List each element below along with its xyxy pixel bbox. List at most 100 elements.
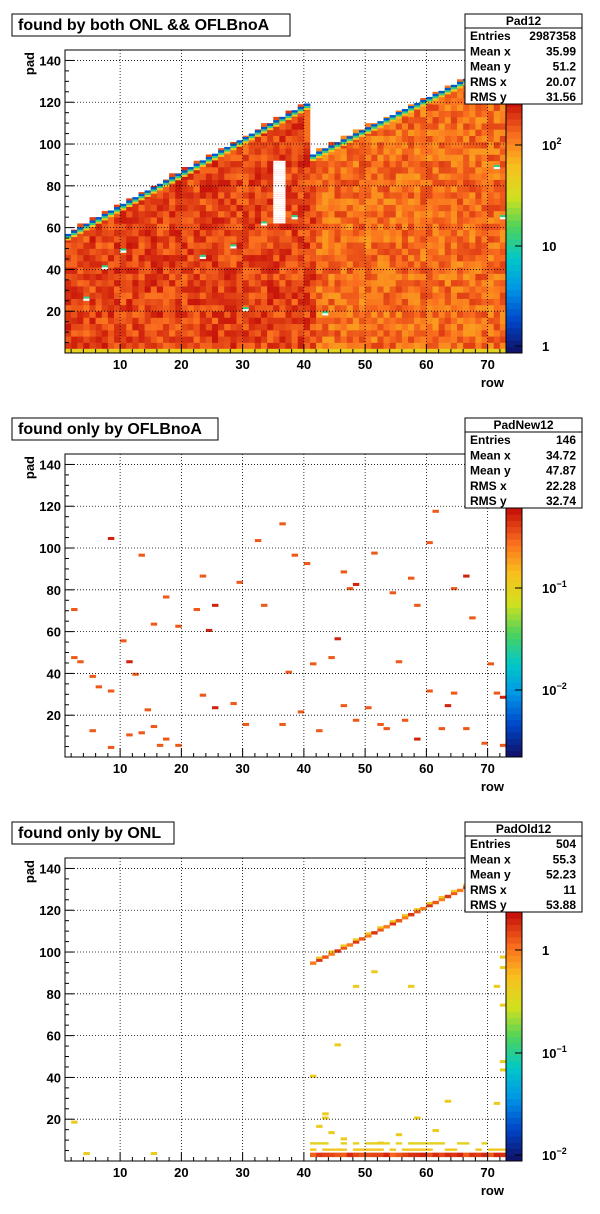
histogram-cell (408, 279, 415, 287)
histogram-cell (205, 342, 213, 350)
histogram-cell (267, 323, 274, 331)
histogram-cell (291, 235, 299, 243)
histogram-cell (169, 330, 176, 337)
histogram-cell (236, 267, 243, 274)
histogram-cell (114, 210, 121, 218)
histogram-cell (156, 348, 164, 354)
histogram-cell (450, 292, 458, 299)
histogram-cell (359, 286, 366, 293)
histogram-cell (65, 279, 72, 287)
histogram-cell (310, 223, 317, 231)
histogram-cell (499, 336, 507, 343)
histogram-cell (187, 254, 194, 262)
histogram-cell (420, 298, 427, 306)
histogram-cell (101, 235, 109, 243)
histogram-cell (481, 235, 488, 243)
histogram-cell (316, 304, 323, 312)
histogram-cell (297, 179, 305, 187)
stats-label: Entries (470, 837, 511, 851)
histogram-cell (383, 141, 390, 149)
histogram-cell (365, 934, 372, 938)
histogram-cell (254, 198, 262, 205)
histogram-cell (95, 286, 103, 293)
histogram-cell (340, 154, 348, 162)
histogram-cell (218, 317, 225, 325)
histogram-cell (481, 192, 488, 199)
histogram-cell (138, 229, 145, 237)
histogram-cell (107, 330, 115, 337)
histogram-cell (499, 116, 507, 124)
histogram-cell (120, 336, 127, 343)
histogram-cell (395, 311, 403, 318)
histogram-cell (310, 158, 317, 162)
histogram-cell (95, 330, 103, 337)
histogram-cell (163, 192, 170, 199)
histogram-cell (212, 273, 219, 281)
histogram-cell (438, 317, 446, 325)
histogram-cell (254, 248, 262, 256)
histogram-cell (469, 248, 476, 256)
histogram-cell (438, 110, 446, 118)
histogram-cell (297, 248, 305, 256)
histogram-cell (328, 149, 335, 152)
histogram-cell (322, 323, 329, 331)
histogram-cell (242, 167, 250, 174)
histogram-cell (426, 210, 433, 218)
histogram-cell (150, 189, 158, 192)
histogram-cell (414, 279, 421, 287)
histogram-cell (267, 261, 274, 268)
histogram-cell (316, 286, 323, 293)
histogram-cell (212, 317, 219, 325)
stats-label: Mean x (470, 448, 511, 462)
histogram-cell (438, 154, 446, 162)
histogram-cell (316, 1152, 323, 1158)
histogram-cell (120, 261, 127, 268)
histogram-cell (291, 112, 299, 115)
histogram-cell (432, 509, 439, 513)
histogram-cell (346, 136, 354, 139)
histogram-cell (426, 541, 433, 545)
histogram-cell (328, 173, 335, 180)
stats-label: Mean x (470, 852, 511, 866)
histogram-cell (365, 160, 372, 168)
histogram-cell (101, 223, 109, 231)
histogram-cell (261, 223, 268, 226)
histogram-cell (156, 192, 164, 199)
histogram-cell (273, 187, 286, 191)
histogram-cell (150, 317, 158, 325)
histogram-cell (248, 348, 256, 354)
histogram-cell (426, 96, 433, 100)
histogram-cell (346, 167, 354, 174)
histogram-cell (438, 254, 446, 262)
histogram-cell (365, 706, 372, 710)
histogram-cell (267, 242, 274, 249)
histogram-cell (236, 330, 243, 337)
color-scale-segment (506, 1142, 522, 1150)
histogram-cell (346, 235, 354, 243)
histogram-cell (187, 286, 194, 293)
histogram-cell (175, 177, 182, 181)
histogram-cell (481, 248, 488, 256)
histogram-cell (156, 229, 164, 237)
histogram-cell (450, 167, 458, 174)
histogram-cell (365, 235, 372, 243)
histogram-cell (303, 160, 311, 168)
histogram-cell (89, 317, 96, 325)
histogram-cell (493, 123, 501, 130)
histogram-cell (408, 311, 415, 318)
histogram-cell (499, 323, 507, 331)
histogram-cell (322, 235, 329, 243)
histogram-cell (107, 248, 115, 256)
histogram-cell (236, 311, 243, 318)
histogram-cell (493, 148, 501, 155)
histogram-cell (175, 173, 182, 177)
histogram-cell (334, 336, 341, 343)
histogram-cell (352, 279, 360, 287)
histogram-cell (132, 348, 139, 354)
histogram-cell (273, 348, 280, 354)
histogram-cell (187, 267, 194, 274)
histogram-cell (475, 304, 482, 312)
histogram-cell (89, 674, 96, 678)
histogram-cell (450, 242, 458, 249)
histogram-cell (218, 204, 225, 212)
